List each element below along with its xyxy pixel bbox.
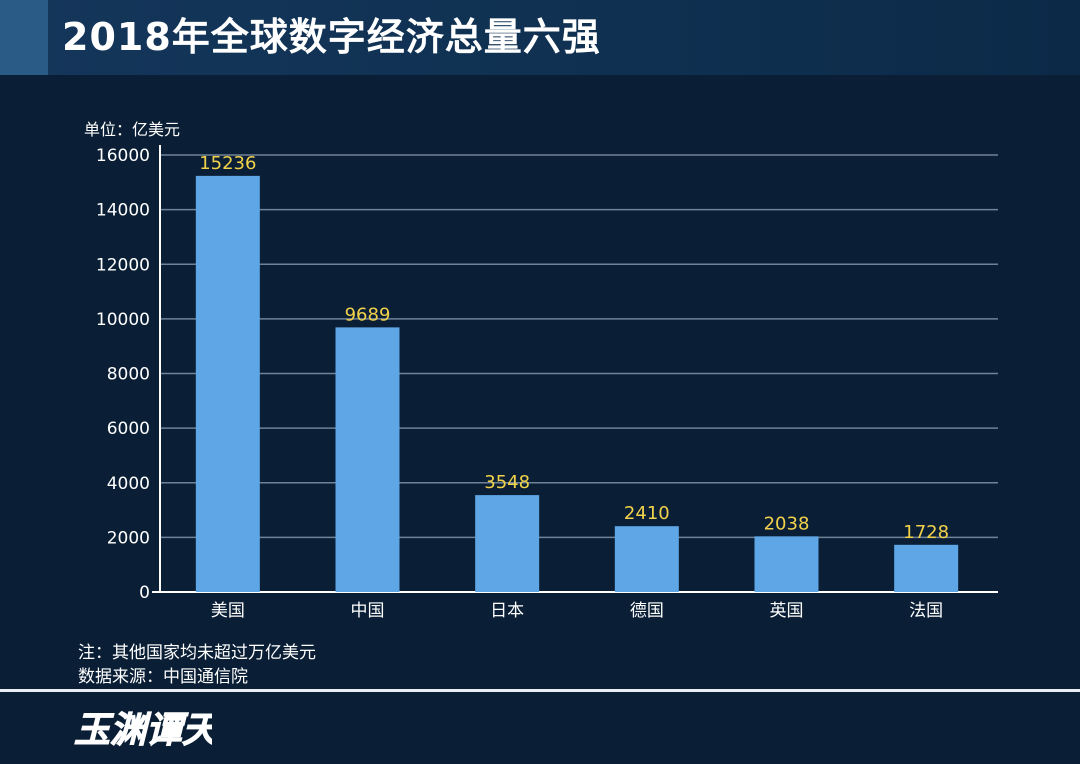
bar — [475, 495, 540, 592]
x-tick-label: 日本 — [490, 601, 524, 621]
x-tick-label: 英国 — [770, 601, 804, 621]
y-tick-label: 8000 — [107, 365, 150, 385]
data-label: 9689 — [345, 304, 391, 325]
y-tick-label: 14000 — [96, 201, 150, 221]
bar — [335, 327, 400, 592]
y-tick-label: 2000 — [107, 528, 150, 548]
y-tick-label: 0 — [139, 583, 150, 603]
x-tick-label: 德国 — [630, 601, 664, 621]
y-tick-label: 10000 — [96, 310, 150, 330]
x-tick-label: 美国 — [211, 601, 245, 621]
footnote: 注：其他国家均未超过万亿美元 — [78, 643, 316, 663]
divider — [0, 689, 1080, 692]
y-tick-label: 6000 — [107, 419, 150, 439]
header-accent — [0, 0, 48, 75]
data-label: 3548 — [484, 472, 530, 493]
data-label: 1728 — [903, 522, 949, 543]
data-label: 2038 — [764, 513, 810, 534]
x-tick-label: 法国 — [909, 601, 943, 621]
signature-logo: 玉渊谭天 — [74, 710, 213, 752]
source-note: 数据来源：中国通信院 — [78, 667, 248, 687]
bar — [754, 536, 819, 592]
data-label: 15236 — [199, 153, 256, 174]
bar — [894, 544, 959, 592]
header-bar: 2018年全球数字经济总量六强 — [0, 0, 1080, 75]
data-label: 2410 — [624, 503, 670, 524]
bar — [195, 175, 260, 592]
bar-chart: 0 2000 4000 6000 8000 10000 12000 14000 16000 152… — [96, 145, 998, 621]
y-tick-label: 12000 — [96, 255, 150, 275]
signature-text: 玉渊谭天 — [74, 710, 212, 751]
x-tick-label: 中国 — [351, 601, 385, 621]
page-title: 2018年全球数字经济总量六强 — [62, 15, 601, 59]
y-tick-label: 4000 — [107, 474, 150, 494]
y-tick-label: 16000 — [96, 146, 150, 166]
bar — [614, 526, 679, 592]
unit-label: 单位：亿美元 — [84, 120, 181, 139]
